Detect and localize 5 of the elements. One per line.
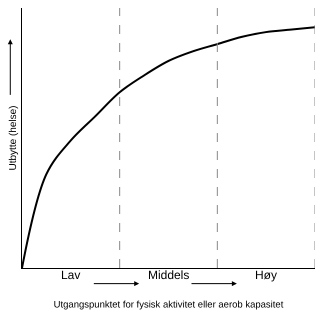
annotation: Lav: [61, 268, 80, 282]
y-axis-title: Utbytte (helse): [8, 105, 19, 171]
x-axis-title: Utgangspunktet for fysisk aktivitet eller aerob kapasitet: [54, 299, 284, 310]
annotation: Middels: [148, 268, 190, 282]
annotation: Høy: [255, 268, 277, 282]
